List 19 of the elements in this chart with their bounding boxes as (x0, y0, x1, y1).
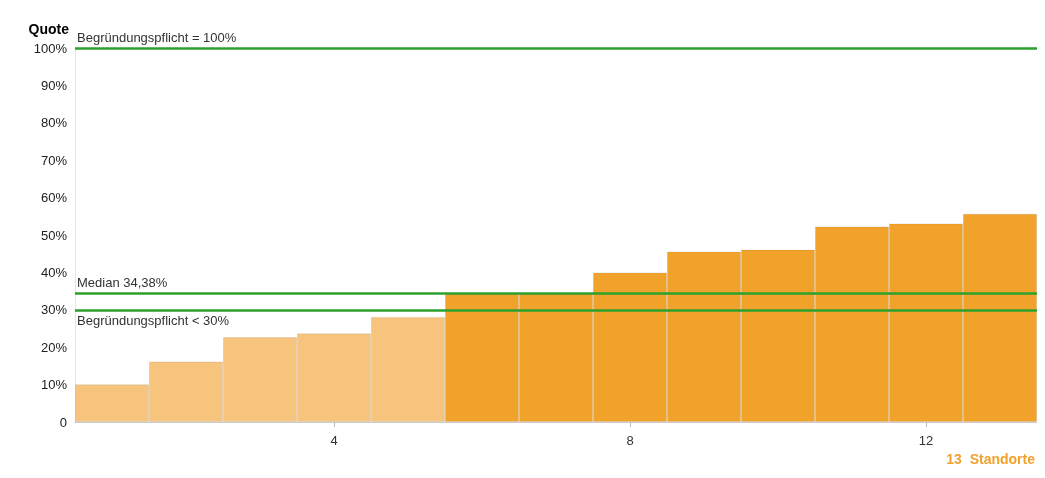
x-axis-title: 13 Standorte (946, 451, 1036, 467)
y-tick-label: 50% (40, 227, 68, 243)
ref-line-label: Begründungspflicht < 30% (77, 312, 230, 328)
y-tick-label: 30% (40, 302, 68, 318)
y-tick-label: 70% (40, 152, 68, 168)
y-tick-label: 0 (59, 414, 67, 430)
x-tick-label: 8 (626, 433, 634, 448)
y-tick-label: 10% (40, 377, 68, 393)
y-tick-label: 100% (33, 40, 68, 56)
x-tick-label: 4 (330, 433, 338, 448)
x-tick-label: 12 (918, 433, 934, 448)
y-axis-title: Quote (28, 21, 70, 37)
y-tick-label: 20% (40, 339, 68, 355)
y-tick-label: 90% (40, 77, 68, 93)
ref-line-label: Median 34,38% (77, 275, 168, 291)
y-tick-label: 40% (40, 264, 68, 280)
y-tick-label: 60% (40, 190, 68, 206)
y-tick-label: 80% (40, 115, 68, 131)
ref-line-label: Begründungspflicht = 100% (77, 30, 237, 45)
